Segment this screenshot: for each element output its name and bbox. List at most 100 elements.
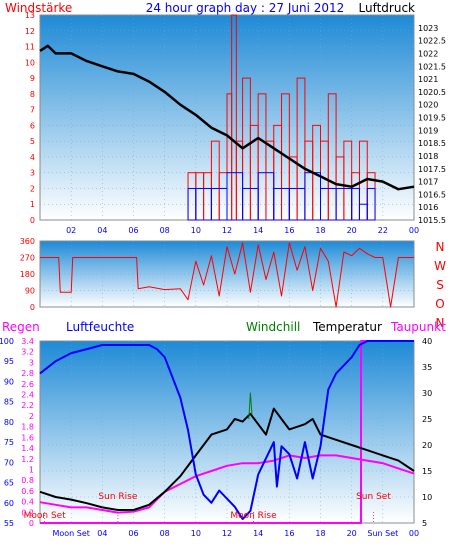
hour-tick-label: 16 [284, 226, 294, 235]
humidity-tick-label: 75 [4, 438, 14, 447]
rain-tick-label: 0.2 [21, 508, 34, 517]
event-annotation: Sun Set [356, 492, 391, 502]
wind-tick-label: 10 [25, 58, 35, 67]
pressure-tick-label: 1016 [418, 203, 438, 212]
temperature-line [39, 407, 415, 511]
rain-tick-label: 1.4 [21, 444, 34, 453]
hour-tick-label: 16 [284, 529, 294, 538]
rain-tick-label: 0.4 [21, 498, 34, 507]
hour-tick-label: 10 [191, 226, 201, 235]
hour-tick-label: Sun Set [367, 529, 398, 538]
pressure-tick-label: 1018 [418, 152, 438, 161]
humidity-tick-label: 80 [4, 418, 14, 427]
pressure-tick-label: 1021.5 [418, 62, 446, 71]
humidity-tick-label: 95 [4, 357, 14, 366]
humidity-tick-label: 85 [4, 398, 14, 407]
direction-tick-label: 0 [30, 303, 35, 312]
chart-title: 24 hour graph day : 27 Juni 2012 [146, 1, 345, 15]
humidity-tick-label: 90 [4, 377, 14, 386]
regen-label: Regen [2, 320, 40, 334]
pressure-tick-label: 1020.5 [418, 88, 446, 97]
hour-tick-label: 06 [128, 226, 138, 235]
compass-letter: S [436, 278, 444, 292]
hour-tick-label: 08 [160, 529, 170, 538]
rain-tick-label: 1.2 [21, 455, 34, 464]
pressure-tick-label: 1017 [418, 178, 438, 187]
pressure-tick-label: 1022.5 [418, 37, 446, 46]
pressure-tick-label: 1022 [418, 49, 438, 58]
wind-tick-label: 1 [30, 200, 35, 209]
rain-tick-label: 1.8 [21, 423, 34, 432]
compass-letter: W [434, 259, 446, 273]
temperature-tick-label: 25 [422, 415, 432, 424]
pressure-tick-label: 1023 [418, 24, 438, 33]
hour-tick-label: 20 [347, 226, 357, 235]
wind-tick-label: 5 [30, 137, 35, 146]
temperature-tick-label: 10 [422, 493, 432, 502]
rain-tick-label: 3 [29, 358, 34, 367]
hour-tick-label: 08 [160, 226, 170, 235]
dewpoint-line [39, 454, 415, 514]
temperature-tick-label: 40 [422, 337, 432, 346]
humidity-tick-label: 70 [4, 458, 14, 467]
pressure-tick-label: 1017.5 [418, 165, 446, 174]
wind-tick-label: 0 [30, 216, 35, 225]
pressure-tick-label: 1019 [418, 126, 438, 135]
event-annotation: Sun Rise [98, 492, 137, 502]
humidity-tick-label: 60 [4, 499, 14, 508]
temperature-tick-label: 35 [422, 363, 432, 372]
temperature-tick-label: 20 [422, 441, 432, 450]
hour-tick-label: 14 [253, 226, 263, 235]
rain-tick-label: 3.4 [21, 337, 34, 346]
windchill-line [248, 392, 253, 420]
hour-tick-label: 12 [222, 226, 232, 235]
windchill-label: Windchill [246, 320, 300, 334]
hour-tick-label: 18 [315, 226, 325, 235]
hour-tick-label: 14 [253, 529, 263, 538]
pressure-tick-label: 1015.5 [418, 216, 446, 225]
temperature-tick-label: 15 [422, 467, 432, 476]
wind-tick-label: 12 [25, 27, 35, 36]
wind-tick-label: 9 [30, 74, 35, 83]
humidity-tick-label: 100 [0, 337, 14, 346]
hour-tick-label: 10 [191, 529, 201, 538]
hour-tick-label: 04 [97, 226, 107, 235]
direction-tick-label: 270 [20, 254, 35, 263]
wind-tick-label: 4 [30, 153, 35, 162]
gust-bar [366, 187, 376, 221]
hour-tick-label: 02 [66, 226, 76, 235]
temperature-tick-label: 30 [422, 389, 432, 398]
direction-tick-label: 180 [20, 270, 35, 279]
rain-tick-label: 2.6 [21, 380, 34, 389]
hour-tick-label: 00 [409, 226, 419, 235]
rain-tick-label: 1.6 [21, 433, 34, 442]
pressure-tick-label: 1020 [418, 101, 438, 110]
rain-tick-label: 0 [29, 519, 34, 528]
hour-tick-label: 00 [409, 529, 419, 538]
wind-tick-label: 3 [30, 169, 35, 178]
humidity-tick-label: 65 [4, 479, 14, 488]
taupunkt-label: Taupunkt [390, 320, 446, 334]
rain-tick-label: 1 [29, 465, 34, 474]
hour-tick-label: 20 [347, 529, 357, 538]
luftfeuchte-label: Luftfeuchte [66, 320, 134, 334]
wind-tick-label: 11 [25, 43, 35, 52]
pressure-line [39, 44, 415, 191]
hour-tick-label: 22 [378, 226, 388, 235]
hour-tick-label: 06 [128, 529, 138, 538]
hour-tick-label: 12 [222, 529, 232, 538]
wind-tick-label: 13 [25, 11, 35, 20]
windstaerke-label: Windstärke [5, 1, 72, 15]
wind-tick-label: 7 [30, 106, 35, 115]
temperatur-label: Temperatur [312, 320, 382, 334]
rain-tick-label: 2.8 [21, 369, 34, 378]
hour-tick-label: 18 [315, 529, 325, 538]
rain-tick-label: 0.8 [21, 476, 34, 485]
rain-tick-label: 2.2 [21, 401, 34, 410]
direction-tick-label: 90 [25, 287, 35, 296]
rain-tick-label: 3.2 [21, 348, 34, 357]
humidity-line [39, 340, 414, 520]
compass-letter: N [436, 316, 445, 330]
rain-tick-label: 0.6 [21, 487, 34, 496]
hour-tick-label: Moon Set [52, 529, 89, 538]
